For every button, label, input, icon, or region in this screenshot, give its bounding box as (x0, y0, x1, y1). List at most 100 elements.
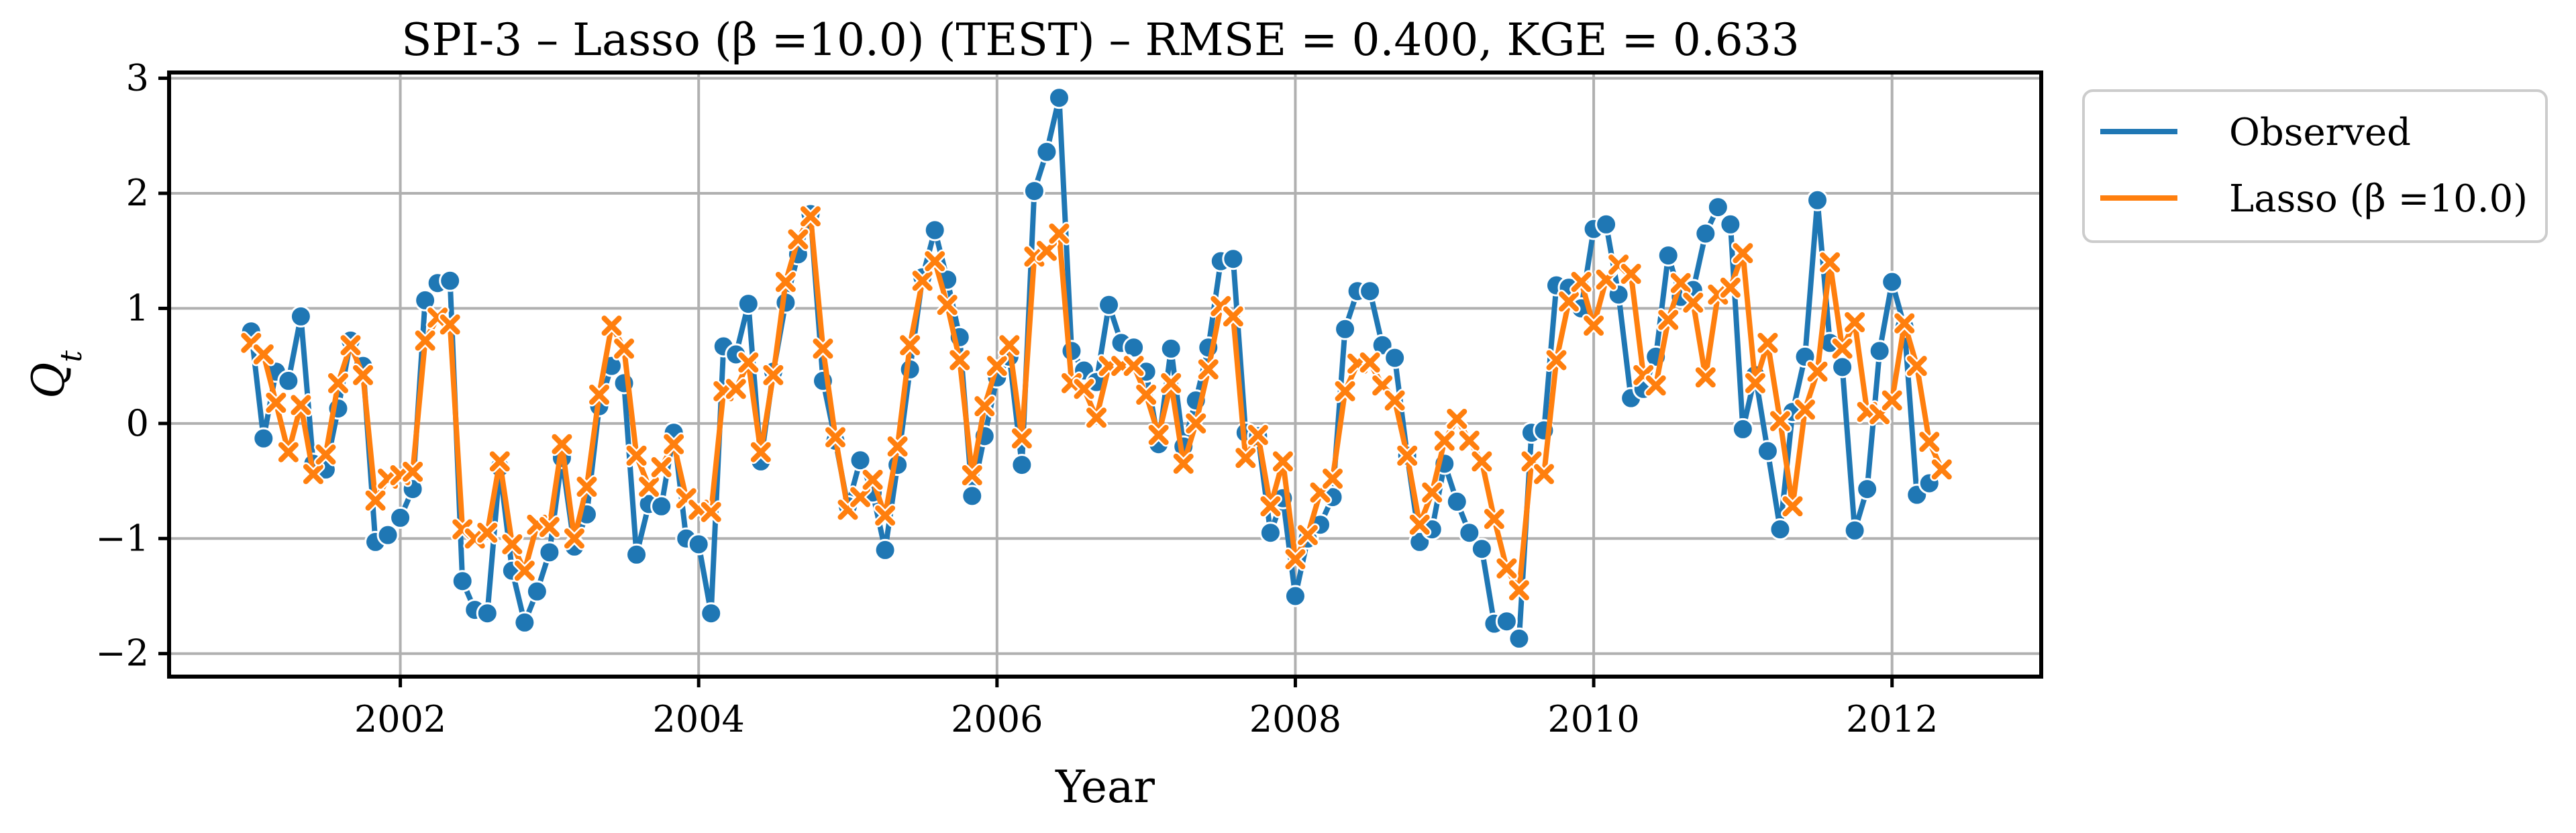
legend-box (2082, 89, 2548, 243)
lasso-point (438, 312, 462, 336)
observed-point (1595, 213, 1618, 236)
lasso-point (1768, 409, 1792, 433)
lasso-point (1147, 423, 1171, 447)
observed-point (538, 541, 561, 564)
lasso-point (1718, 276, 1743, 300)
lasso-point (1470, 449, 1494, 473)
x-tick-label: 2008 (1249, 698, 1341, 740)
lasso-point (1072, 377, 1096, 401)
observed-point (625, 543, 648, 566)
observed-point (1259, 522, 1282, 544)
lasso-point (1743, 371, 1767, 395)
observed-point (1334, 317, 1357, 340)
lasso-point (823, 425, 847, 449)
lasso-point (351, 363, 375, 387)
lasso-point (1184, 411, 1208, 436)
observed-point (1495, 610, 1518, 633)
lasso-point (1731, 241, 1755, 265)
lasso-point (1892, 311, 1916, 336)
y-tick-label: 2 (126, 172, 149, 214)
lasso-point (749, 440, 773, 464)
lasso-point (289, 393, 313, 417)
lasso-point (276, 440, 301, 464)
lasso-point (1831, 336, 1855, 360)
observed-point (1458, 522, 1481, 544)
lasso-point (662, 432, 686, 456)
lasso-point (960, 463, 984, 487)
lasso-point (1880, 389, 1904, 413)
lasso-point (1321, 467, 1345, 491)
x-tick-label: 2006 (951, 698, 1043, 740)
lasso-point (886, 434, 910, 458)
lasso-point (947, 348, 972, 373)
lasso-point (401, 460, 425, 484)
observed-point (1831, 356, 1854, 379)
observed-point (289, 305, 312, 328)
lasso-point (786, 228, 810, 252)
lasso-point (1917, 430, 1941, 454)
x-tick-label: 2010 (1547, 698, 1639, 740)
plot-frame (167, 70, 2043, 679)
lasso-point (1457, 429, 1482, 453)
x-axis-label: Year (1055, 761, 1155, 813)
observed-point (414, 289, 437, 311)
lasso-point (1557, 289, 1581, 313)
observed-point (1047, 87, 1070, 109)
lasso-point (1656, 308, 1680, 332)
lasso-point (513, 558, 537, 583)
lasso-point (574, 475, 599, 499)
lasso-point (1010, 426, 1034, 450)
x-tick-label: 2012 (1846, 698, 1938, 740)
observed-point (700, 602, 723, 625)
observed-point (1284, 585, 1306, 607)
lasso-point (313, 442, 338, 467)
chart-title: SPI-3 – Lasso (β =10.0) (TEST) – RMSE = … (401, 14, 1800, 66)
observed-point (923, 219, 946, 242)
lasso-point (1433, 429, 1457, 453)
lasso-marker-layer (239, 204, 1954, 602)
lasso-point (1159, 371, 1183, 395)
lasso-point (1221, 304, 1245, 328)
lasso-point (1134, 383, 1158, 407)
lasso-point (1084, 405, 1109, 430)
lasso-point (1445, 407, 1469, 431)
observed-point (1657, 244, 1680, 267)
observed-point (513, 611, 536, 634)
observed-point (1470, 538, 1493, 560)
lasso-point (1233, 446, 1257, 470)
observed-point (1756, 440, 1779, 462)
lasso-point (1507, 578, 1531, 602)
lasso-point (550, 432, 574, 456)
lasso-point (873, 503, 897, 528)
lasso-point (413, 328, 437, 352)
lasso-point (985, 354, 1009, 378)
lasso-point (1283, 547, 1307, 571)
observed-point (277, 369, 300, 392)
lasso-point (911, 268, 935, 293)
lasso-point (1694, 365, 1718, 389)
y-tick-label: 3 (126, 57, 149, 99)
lasso-point (637, 475, 661, 499)
lasso-point (1358, 350, 1382, 375)
observed-point (476, 602, 499, 625)
lasso-point (1843, 310, 1867, 334)
lasso-point (1755, 331, 1780, 355)
lasso-point (1246, 423, 1270, 447)
legend: Observed Lasso (β =10.0) (2082, 89, 2548, 243)
observed-point (1856, 478, 1879, 501)
observed-point (1023, 180, 1045, 203)
observed-point (451, 570, 474, 593)
lasso-point (1644, 373, 1668, 397)
observed-point (1731, 418, 1754, 440)
x-tick-label: 2004 (652, 698, 744, 740)
lasso-point (650, 455, 674, 479)
lasso-point (1569, 270, 1594, 294)
lasso-point (301, 462, 325, 486)
observed-point (737, 293, 760, 315)
lasso-point (1196, 357, 1221, 381)
observed-point (376, 524, 399, 546)
lasso-point (1258, 494, 1282, 518)
observed-point (252, 427, 275, 450)
observed-point (1359, 280, 1382, 303)
